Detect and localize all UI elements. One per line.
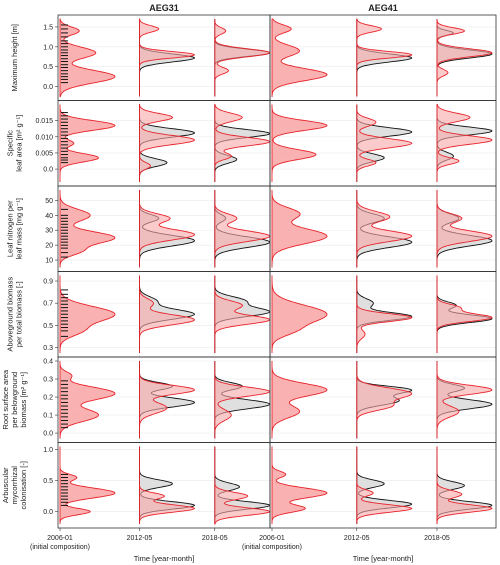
text-layer: AEG31 AEG41 Maximum height [m] 0.0 0.5 1.0 1.5… <box>1 3 450 563</box>
x-tick-label: 2012-05 <box>344 535 370 542</box>
y-tick-label: 0.2 <box>43 395 53 402</box>
density-observed-2018 <box>214 190 271 268</box>
y-tick-label: 1.0 <box>43 447 53 454</box>
y-tick-label: 50 <box>45 198 53 205</box>
density-observed-2012 <box>356 104 413 182</box>
density-observed-2012 <box>356 446 413 524</box>
x-axis-label: Time [year-month] <box>134 554 195 563</box>
y-tick-label: 1.5 <box>43 24 53 31</box>
x-tick-label: (initial composition) <box>242 544 302 551</box>
density-initial-aeg41 <box>271 275 328 353</box>
y-tick-label: 0.9 <box>43 279 53 286</box>
y-tick-label: 0.5 <box>43 478 53 485</box>
y-tick-label: 0.5 <box>43 323 53 330</box>
density-initial-aeg31 <box>59 275 116 353</box>
density-initial-aeg41 <box>271 18 328 97</box>
panel-frame <box>269 442 497 529</box>
density-initial-aeg41 <box>271 446 328 524</box>
density-initial-aeg41 <box>271 190 328 268</box>
density-observed-2018 <box>214 19 271 97</box>
y-axis-label-row-1: Maximum height [m] <box>10 24 19 92</box>
density-observed-2018 <box>214 361 271 439</box>
y-axis-label-row-5: per belowground <box>10 372 19 428</box>
column-title-aeg31: AEG31 <box>149 3 179 13</box>
frame-layer <box>55 14 497 531</box>
y-axis-label-row-6: Arbuscular <box>1 467 10 503</box>
x-tick-label: 2012-05 <box>127 535 153 542</box>
y-tick-label: 0.3 <box>43 377 53 384</box>
density-initial-aeg31 <box>59 190 116 268</box>
density-observed-2012 <box>356 275 413 353</box>
y-axis-label-row-6: colonisation [-] <box>19 461 28 509</box>
y-tick-label: 0.015 <box>35 118 53 125</box>
density-initial-aeg31 <box>59 104 116 182</box>
density-initial-aeg31 <box>59 361 116 439</box>
y-tick-label: 0.0 <box>43 84 53 91</box>
x-axis-label: Time [year-month] <box>353 554 414 563</box>
y-axis-label-row-4: per total biomass [-] <box>15 281 24 347</box>
y-tick-label: 0.005 <box>35 150 53 157</box>
x-tick-label: 2018-05 <box>424 535 450 542</box>
x-tick-label: 2006-01 <box>47 535 73 542</box>
column-title-aeg41: AEG41 <box>368 3 398 13</box>
density-observed-2018 <box>214 275 271 353</box>
density-simulated-2018 <box>436 361 493 439</box>
y-axis-label-row-5: biomass [m² g⁻¹] <box>19 372 28 428</box>
y-tick-label: 10 <box>45 258 53 265</box>
y-tick-label: 1.0 <box>43 44 53 51</box>
marks-layer <box>59 18 493 525</box>
y-tick-label: 0.010 <box>35 134 53 141</box>
density-observed-2018 <box>436 190 493 268</box>
density-observed-2018 <box>436 19 493 97</box>
density-observed-2012 <box>356 361 413 439</box>
y-tick-label: 30 <box>45 228 53 235</box>
density-observed-2018 <box>436 361 493 439</box>
y-axis-label-row-6: mycorrhizal <box>10 466 19 505</box>
y-tick-label: 0.0 <box>43 431 53 438</box>
y-axis-label-row-3: leaf mass [mg g⁻¹] <box>15 198 24 259</box>
density-observed-2018 <box>436 275 493 353</box>
x-tick-label: 2006-01 <box>259 535 285 542</box>
y-axis-label-row-4: Aboveground biomass <box>6 277 15 352</box>
x-tick-label: 2018-05 <box>202 535 228 542</box>
density-observed-2012 <box>356 190 413 268</box>
y-tick-label: 0.4 <box>43 359 53 366</box>
y-axis-label-row-5: Root surface area <box>1 369 10 429</box>
density-observed-2012 <box>139 190 196 268</box>
density-observed-2012 <box>139 446 196 524</box>
density-observed-2018 <box>214 446 271 525</box>
density-observed-2012 <box>356 18 413 97</box>
y-tick-label: 0.0 <box>43 509 53 516</box>
x-tick-label: (initial composition) <box>30 544 90 551</box>
density-initial-aeg41 <box>271 361 328 439</box>
y-tick-label: 40 <box>45 213 53 220</box>
density-initial-aeg31 <box>59 18 116 97</box>
y-tick-label: 0.0 <box>43 167 53 174</box>
y-tick-label: 20 <box>45 243 53 250</box>
y-tick-label: 0.7 <box>43 301 53 308</box>
y-tick-label: 0.1 <box>43 413 53 420</box>
density-observed-2012 <box>139 361 196 439</box>
y-tick-label: 0.3 <box>43 345 53 352</box>
density-observed-2018 <box>436 104 493 182</box>
density-observed-2018 <box>214 104 271 182</box>
y-axis-label-row-3: Leaf nitrogen per <box>6 200 15 257</box>
y-tick-label: 0.5 <box>43 64 53 71</box>
y-axis-label-row-2: leaf area [m² g⁻¹] <box>15 115 24 172</box>
y-axis-label-row-2: Specific <box>6 130 15 157</box>
density-observed-2012 <box>139 104 196 182</box>
density-initial-aeg31 <box>59 446 116 524</box>
density-initial-aeg41 <box>271 104 328 182</box>
density-observed-2012 <box>139 18 196 97</box>
density-observed-2012 <box>139 275 195 353</box>
density-observed-2018 <box>436 446 493 524</box>
